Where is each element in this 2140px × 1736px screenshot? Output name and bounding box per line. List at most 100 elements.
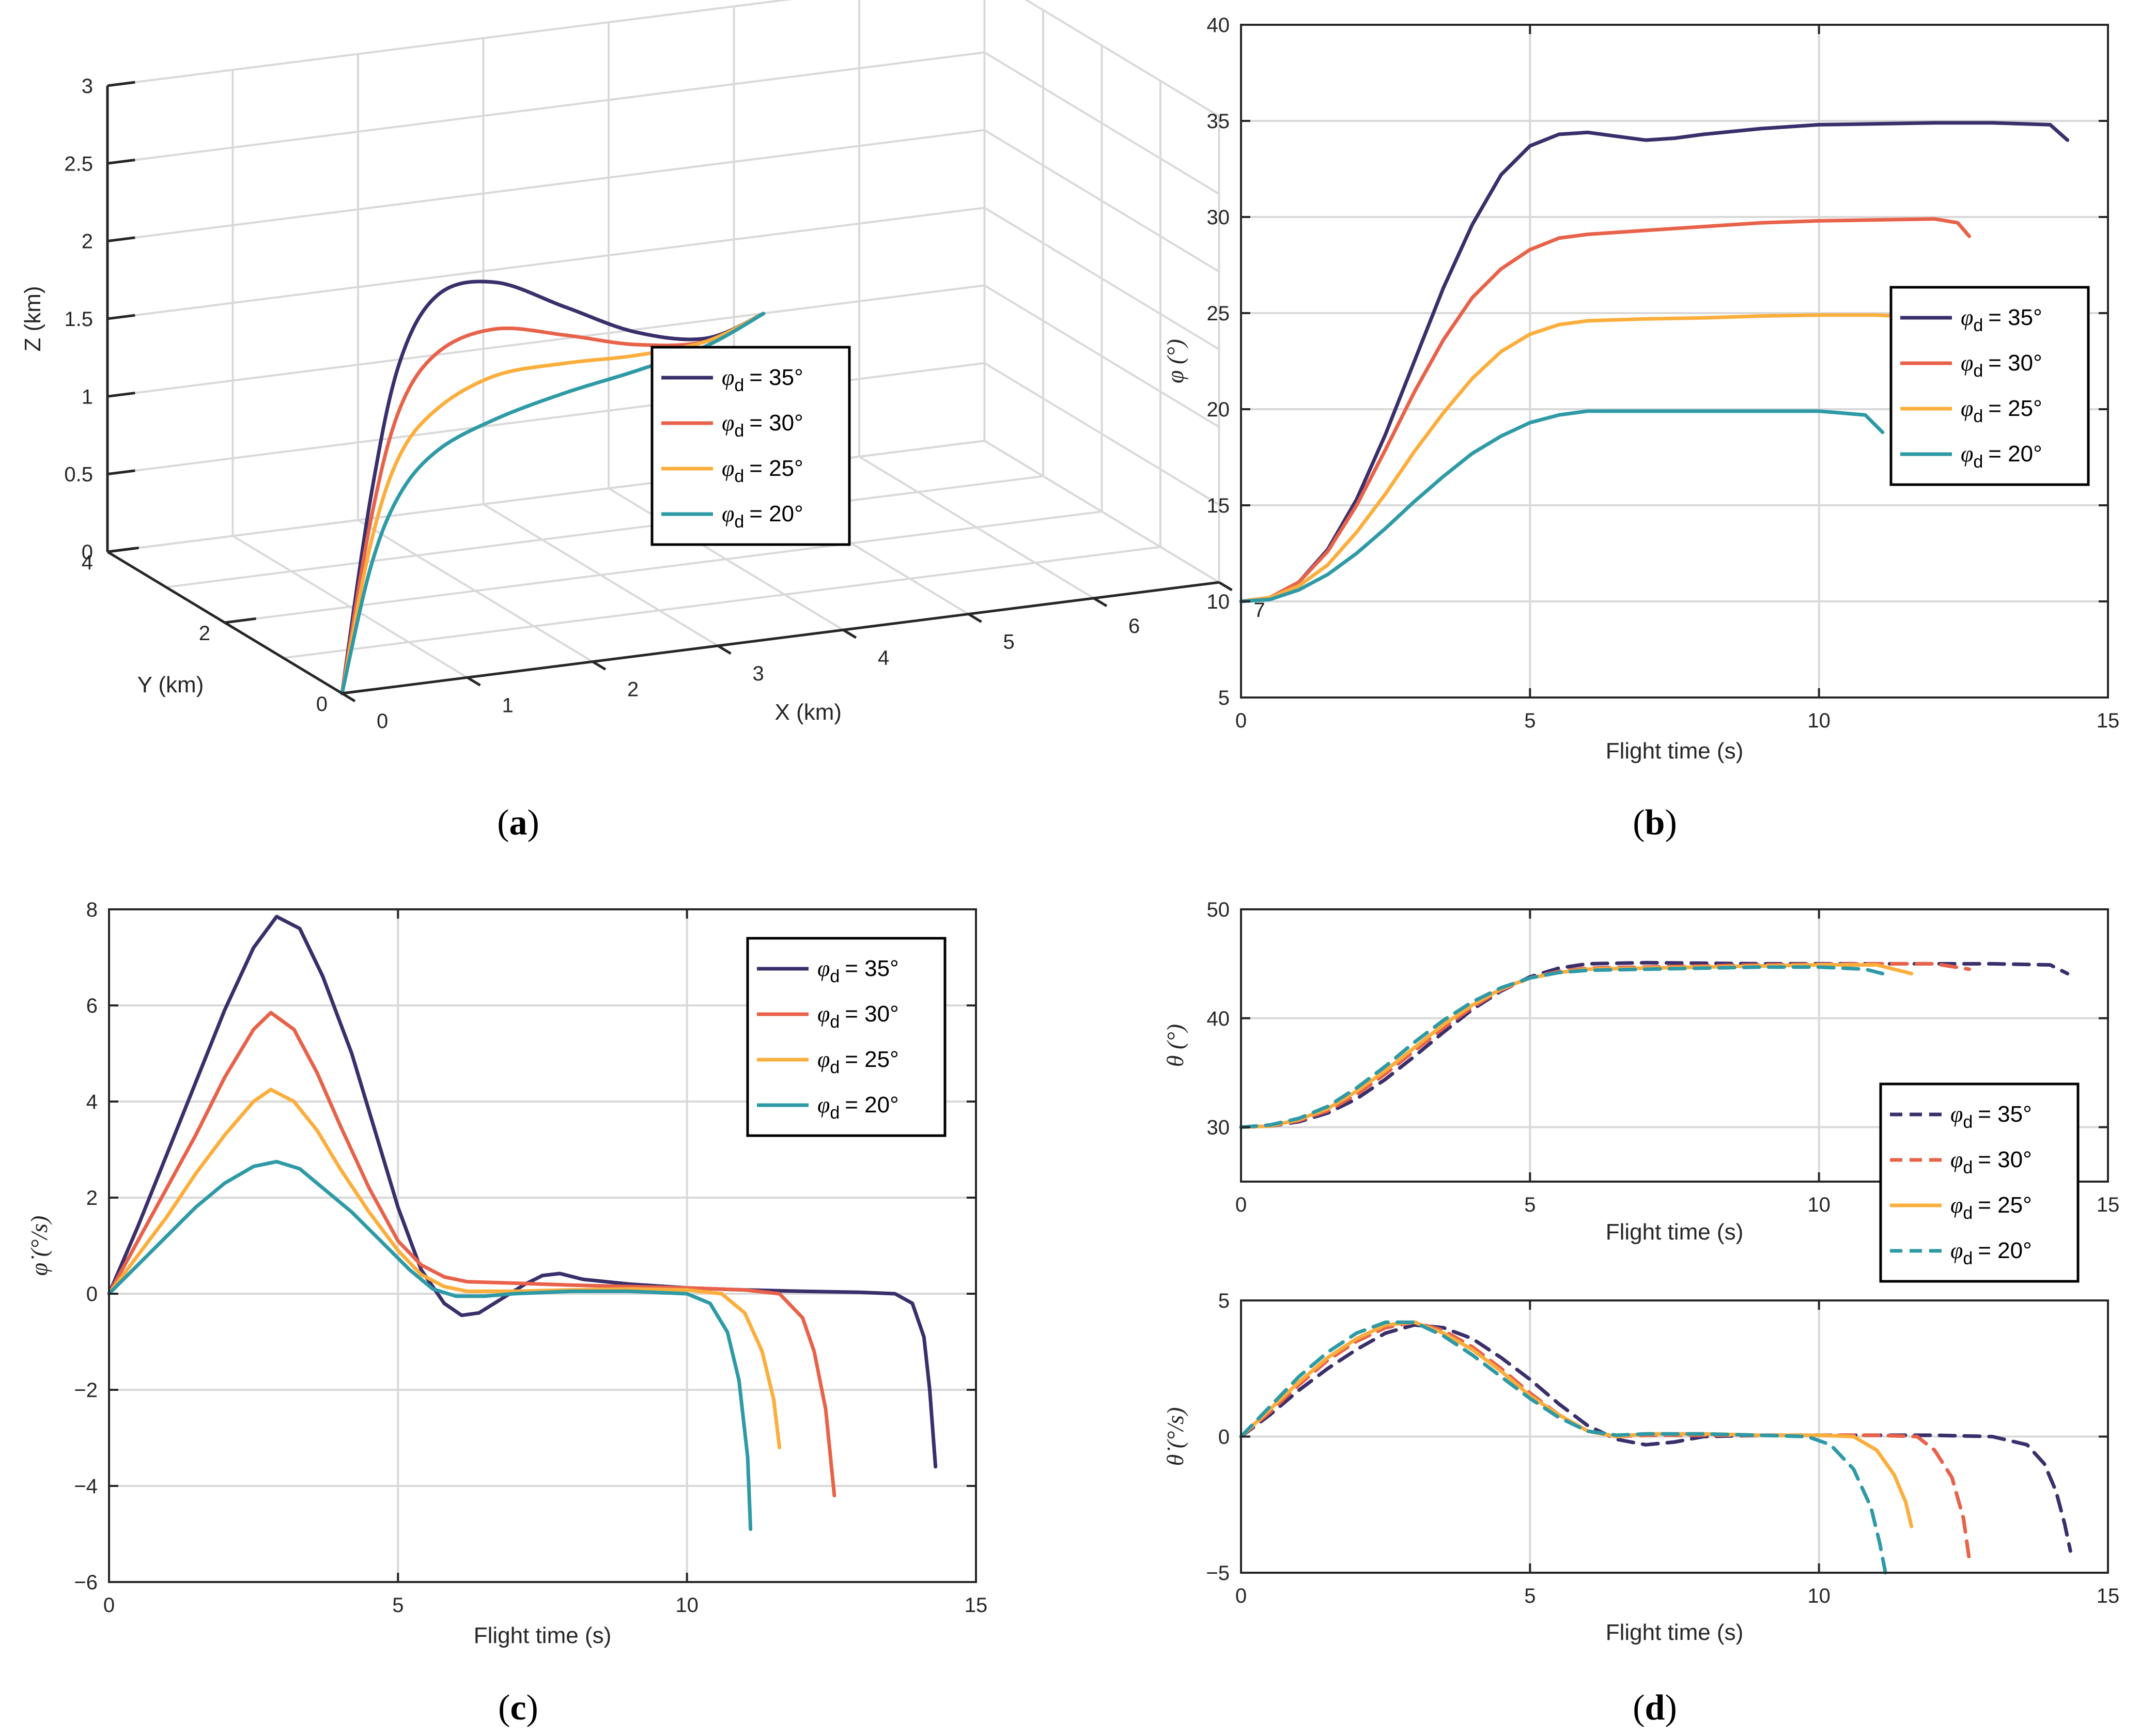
c-ytick-label: 6 — [86, 995, 98, 1017]
a-zlabel: Z (km) — [20, 286, 45, 351]
a-xtick — [1093, 597, 1108, 608]
a-xtick — [717, 644, 732, 655]
a-xtick — [341, 692, 356, 703]
b-series-s30 — [1239, 217, 1971, 603]
a-ztick-label: 1.5 — [64, 308, 93, 331]
d-top-ytick-label: 50 — [1207, 898, 1230, 921]
b-panel-label: (b) — [1633, 803, 1677, 843]
a-ztick-label: 3 — [82, 75, 93, 98]
d-top-xlabel: Flight time (s) — [1606, 1219, 1743, 1245]
c-series-s35 — [107, 915, 938, 1469]
a-xtick-label: 2 — [627, 678, 639, 701]
d-bottom-ylabel: θ̇ (°/s) — [1162, 1407, 1188, 1466]
c-panel-label: (c) — [498, 1688, 538, 1728]
b-ytick-label: 25 — [1207, 302, 1230, 325]
c-legend-label-s25: φd = 25° — [817, 1047, 899, 1077]
a-grid-floor-y — [283, 546, 1161, 659]
d-top-xtick-label: 0 — [1235, 1194, 1247, 1216]
b-ytick-label: 40 — [1207, 14, 1230, 37]
a-grid-floor-y — [166, 475, 1044, 588]
a-grid-backwall-h — [107, 0, 793, 87]
c-xlabel: Flight time (s) — [474, 1623, 611, 1648]
c-legend-label-s20: φd = 20° — [817, 1092, 899, 1123]
c-axes-frame — [108, 908, 977, 1583]
a-ztick — [107, 159, 135, 165]
b-legend-label-s30: φd = 30° — [1961, 350, 2042, 381]
d-bottom-series-s20 — [1239, 1320, 1887, 1575]
d-bottom-xtick-label: 0 — [1235, 1585, 1247, 1607]
a-grid-backwall-h — [107, 51, 985, 165]
a-xtick — [842, 629, 857, 639]
d-bottom-xlabel: Flight time (s) — [1606, 1620, 1743, 1645]
a-ztick — [107, 314, 135, 320]
c-ylabel: φ̇ (°/s) — [26, 1216, 52, 1276]
b-ytick-label: 20 — [1207, 398, 1230, 421]
a-xtick — [1218, 581, 1233, 592]
d-top-axes-frame — [1240, 908, 2109, 1183]
a-grid-floor-y — [224, 510, 1102, 624]
d-top-xtick-label: 10 — [1807, 1194, 1831, 1216]
d-legend-box — [1879, 1082, 2080, 1283]
a-ztick-label: 0.5 — [64, 463, 93, 486]
a-legend-label-s35: φd = 35° — [722, 365, 803, 395]
b-legend-label-s35: φd = 35° — [1961, 305, 2042, 335]
b-series-s35 — [1239, 121, 2070, 603]
a-grid-backwall-h — [107, 129, 985, 242]
a-ytick-label: 4 — [82, 551, 93, 574]
d-bottom-ytick-label: 5 — [1218, 1290, 1230, 1312]
c-xtick-label: 15 — [965, 1594, 988, 1617]
a-axis-x — [342, 581, 1219, 695]
d-bottom-ytick-label: 0 — [1218, 1426, 1230, 1449]
c-series-s30 — [107, 1011, 836, 1498]
d-bottom-xtick-label: 10 — [1807, 1585, 1831, 1607]
c-ytick-label: −6 — [74, 1571, 98, 1594]
a-xtick — [592, 660, 607, 671]
a-ztick — [107, 547, 135, 553]
a-legend-label-s30: φd = 30° — [722, 410, 803, 441]
a-xtick-label: 4 — [878, 646, 889, 669]
b-legend-label-s20: φd = 20° — [1961, 441, 2042, 472]
d-bottom-xtick-label: 5 — [1524, 1585, 1536, 1607]
c-legend-label-s35: φd = 35° — [817, 956, 899, 986]
a-grid-backwall-h — [107, 284, 985, 398]
a-legend-label-s25: φd = 25° — [722, 456, 803, 486]
b-xlabel: Flight time (s) — [1606, 738, 1743, 764]
panel-c: 0 5 10 15 −6 −4 −2 0 2 4 6 8 Flight time (s) φ̇ (°/s)… — [26, 898, 987, 1728]
a-xlabel: X (km) — [774, 700, 842, 725]
d-legend-label-s20: φd = 20° — [1950, 1238, 2032, 1268]
a-ztick — [107, 236, 135, 243]
a-xtick-label: 5 — [1003, 631, 1014, 654]
b-xtick-label: 5 — [1524, 709, 1536, 732]
a-xtick-label: 3 — [752, 662, 764, 685]
a-ztick-label: 2.5 — [64, 152, 93, 175]
a-ztick-label: 1 — [82, 385, 93, 408]
a-ytick — [224, 617, 256, 624]
a-ytick-label: 2 — [199, 622, 210, 645]
d-bottom-series-s35 — [1239, 1323, 2072, 1553]
a-series-s35 — [340, 280, 766, 695]
a-ztick-label: 0 — [82, 541, 93, 564]
b-series-s25 — [1239, 313, 1914, 603]
c-xtick-label: 0 — [103, 1594, 115, 1617]
c-series-s20 — [107, 1159, 753, 1531]
a-ztick-label: 2 — [82, 230, 93, 253]
b-legend-box — [1889, 286, 2090, 486]
b-ytick-label: 35 — [1207, 110, 1230, 133]
d-legend-label-s30: φd = 30° — [1950, 1147, 2032, 1177]
c-ytick-label: 4 — [86, 1091, 98, 1113]
c-ytick-label: 8 — [86, 898, 98, 921]
a-ytick — [342, 688, 374, 695]
a-xtick — [968, 613, 982, 623]
c-ytick-label: −4 — [74, 1475, 98, 1498]
b-ytick-label: 15 — [1207, 494, 1230, 517]
d-top-ytick-label: 30 — [1207, 1117, 1230, 1139]
d-top-series-s20 — [1239, 965, 1885, 1129]
a-xtick-label: 6 — [1128, 615, 1140, 638]
c-xtick-label: 5 — [392, 1594, 404, 1617]
c-legend-label-s30: φd = 30° — [817, 1001, 899, 1032]
a-panel-label: (a) — [497, 803, 539, 843]
c-ytick-label: 2 — [86, 1187, 98, 1210]
